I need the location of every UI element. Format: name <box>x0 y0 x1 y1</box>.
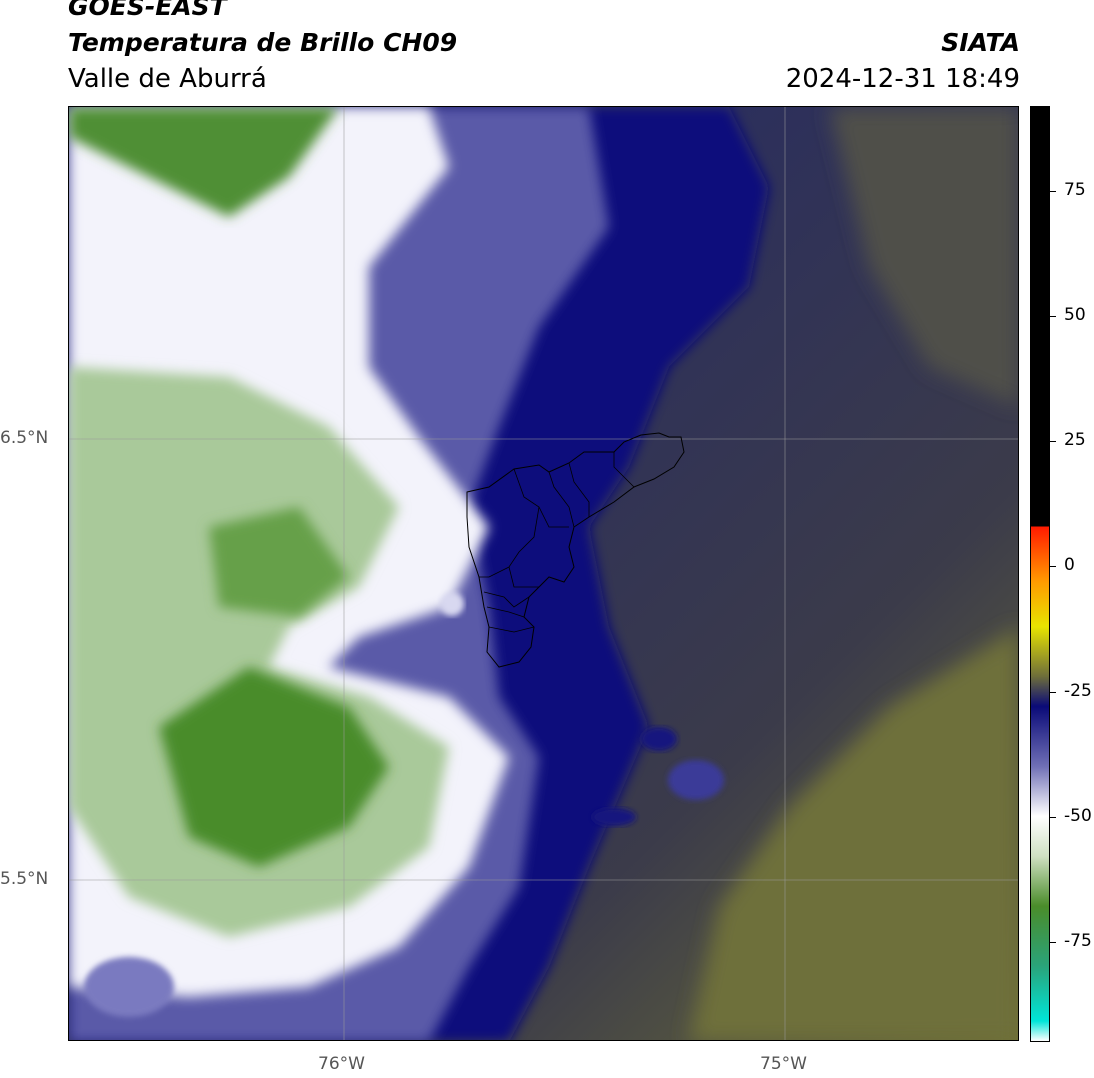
olive-warm-region <box>689 628 1018 1040</box>
colorbar-tick-mark <box>1050 191 1056 193</box>
datetime-label: 2024-12-31 18:49 <box>785 64 1020 94</box>
product-title: Temperatura de Brillo CH09 <box>68 28 458 57</box>
isolated-cell-3 <box>592 808 636 826</box>
colorbar-tick-label: -25 <box>1064 680 1092 701</box>
colorbar-tick-mark <box>1050 691 1056 693</box>
colorbar-tick-label: -50 <box>1064 805 1092 826</box>
satellite-title: GOES-EAST <box>68 0 227 21</box>
map-canvas <box>69 107 1018 1040</box>
green-top-left <box>69 107 339 217</box>
isolated-cell-4 <box>440 592 464 616</box>
title-block-right: SIATA 2024-12-31 18:49 <box>786 30 1020 102</box>
colorbar <box>1030 106 1050 1042</box>
lat-label-6-5: 6.5°N <box>0 428 49 448</box>
colorbar-tick-mark <box>1050 441 1056 443</box>
colorbar-tick-mark <box>1050 316 1056 318</box>
colorbar-tick-label: 0 <box>1064 555 1075 576</box>
olive-top-right <box>829 107 1018 407</box>
region-title: Valle de Aburrá <box>68 64 267 94</box>
colorbar-tick-mark <box>1050 566 1056 568</box>
lon-label-76: 76°W <box>318 1054 365 1074</box>
brightness-temperature-map <box>68 106 1019 1041</box>
colorbar-tick-label: 25 <box>1064 430 1086 451</box>
colorbar-tick-label: 50 <box>1064 305 1086 326</box>
title-block-left: GOES-EAST Temperatura de Brillo CH09 Val… <box>68 0 457 102</box>
green-cold-core <box>159 667 389 867</box>
municipal-boundaries <box>479 452 635 633</box>
isolated-cell-1 <box>668 760 724 800</box>
colorbar-tick-mark <box>1050 941 1056 943</box>
valle-de-aburra-boundary <box>466 432 685 668</box>
colorbar-tick-label: -75 <box>1064 930 1092 951</box>
colorbar-tick-mark <box>1050 816 1056 818</box>
lat-label-5-5: 5.5°N <box>0 869 49 889</box>
isolated-cell-5 <box>84 957 174 1017</box>
lon-label-75: 75°W <box>760 1054 807 1074</box>
isolated-cell-2 <box>641 727 677 751</box>
green-cold-core-2 <box>209 507 349 617</box>
organization-title: SIATA <box>941 28 1020 57</box>
colorbar-tick-label: 75 <box>1064 180 1086 201</box>
